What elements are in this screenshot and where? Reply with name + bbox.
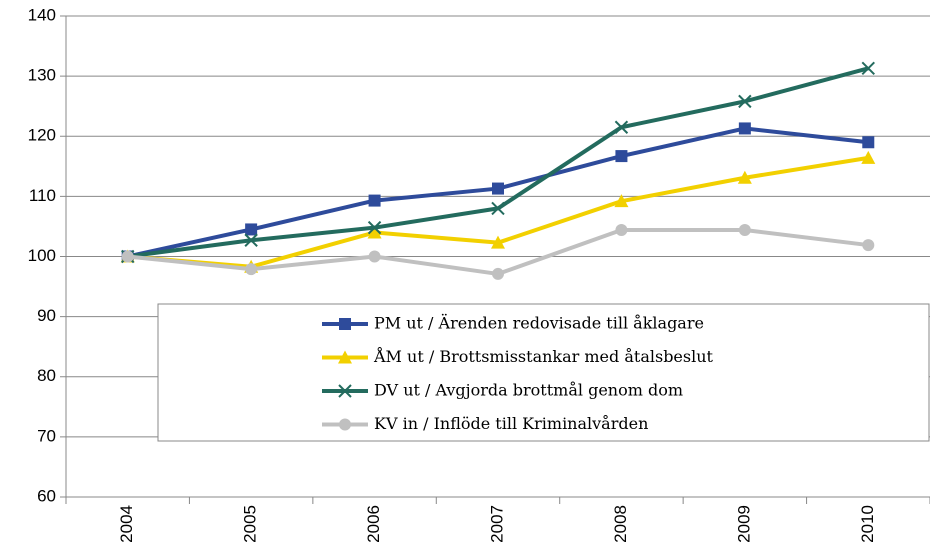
data-point [862,239,875,252]
y-tick-label: 130 [28,66,56,85]
data-point [615,224,628,237]
y-tick-label: 110 [29,186,56,205]
x-tick-label: 2006 [364,505,383,543]
x-tick-label: 2008 [611,505,630,543]
series-line [127,155,869,269]
x-tick-label: 2009 [734,505,753,543]
data-point [738,224,751,237]
x-tick-label: 2010 [858,505,877,543]
legend-box [157,303,930,442]
data-point [738,122,751,135]
legend-marker [339,418,351,431]
y-tick-label: 140 [28,5,56,24]
x-tick-label: 2004 [117,505,136,543]
x-tick-label: 2007 [487,505,506,543]
data-point [492,182,504,195]
data-point [614,194,629,208]
y-tick-label: 70 [37,426,56,445]
y-tick-label: 90 [37,306,56,325]
legend-marker [339,318,351,330]
data-point [861,61,875,76]
data-point [492,267,504,280]
legend-marker [338,384,352,398]
data-point [367,220,382,235]
data-point [121,250,134,263]
data-point [245,263,258,276]
data-point [862,136,875,149]
data-point [245,223,258,236]
y-tick-label: 120 [28,126,56,145]
x-tick-label: 2005 [241,505,260,543]
data-point [615,150,628,163]
y-tick-label: 100 [28,246,56,265]
y-tick-label: 60 [37,486,56,505]
data-point [491,201,505,216]
series-line [127,66,869,259]
data-point [614,120,629,134]
legend-label: KV in / Inflöde till Kriminalvården [374,414,648,433]
data-point [367,225,382,239]
legend-label: ÅM ut / Brottsmisstankar med åtalsbeslut [373,346,714,366]
legend-label: PM ut / Ärenden redovisade till åklagare [374,313,704,333]
data-point [491,235,505,249]
legend-marker [338,350,352,364]
data-point [368,250,381,263]
y-tick-label: 80 [37,366,56,385]
data-point [738,94,752,109]
data-point [244,233,258,247]
data-point [368,194,381,207]
legend-label: DV ut / Avgjorda brottmål genom dom [374,381,683,400]
data-point [861,150,876,164]
data-point [737,170,752,184]
